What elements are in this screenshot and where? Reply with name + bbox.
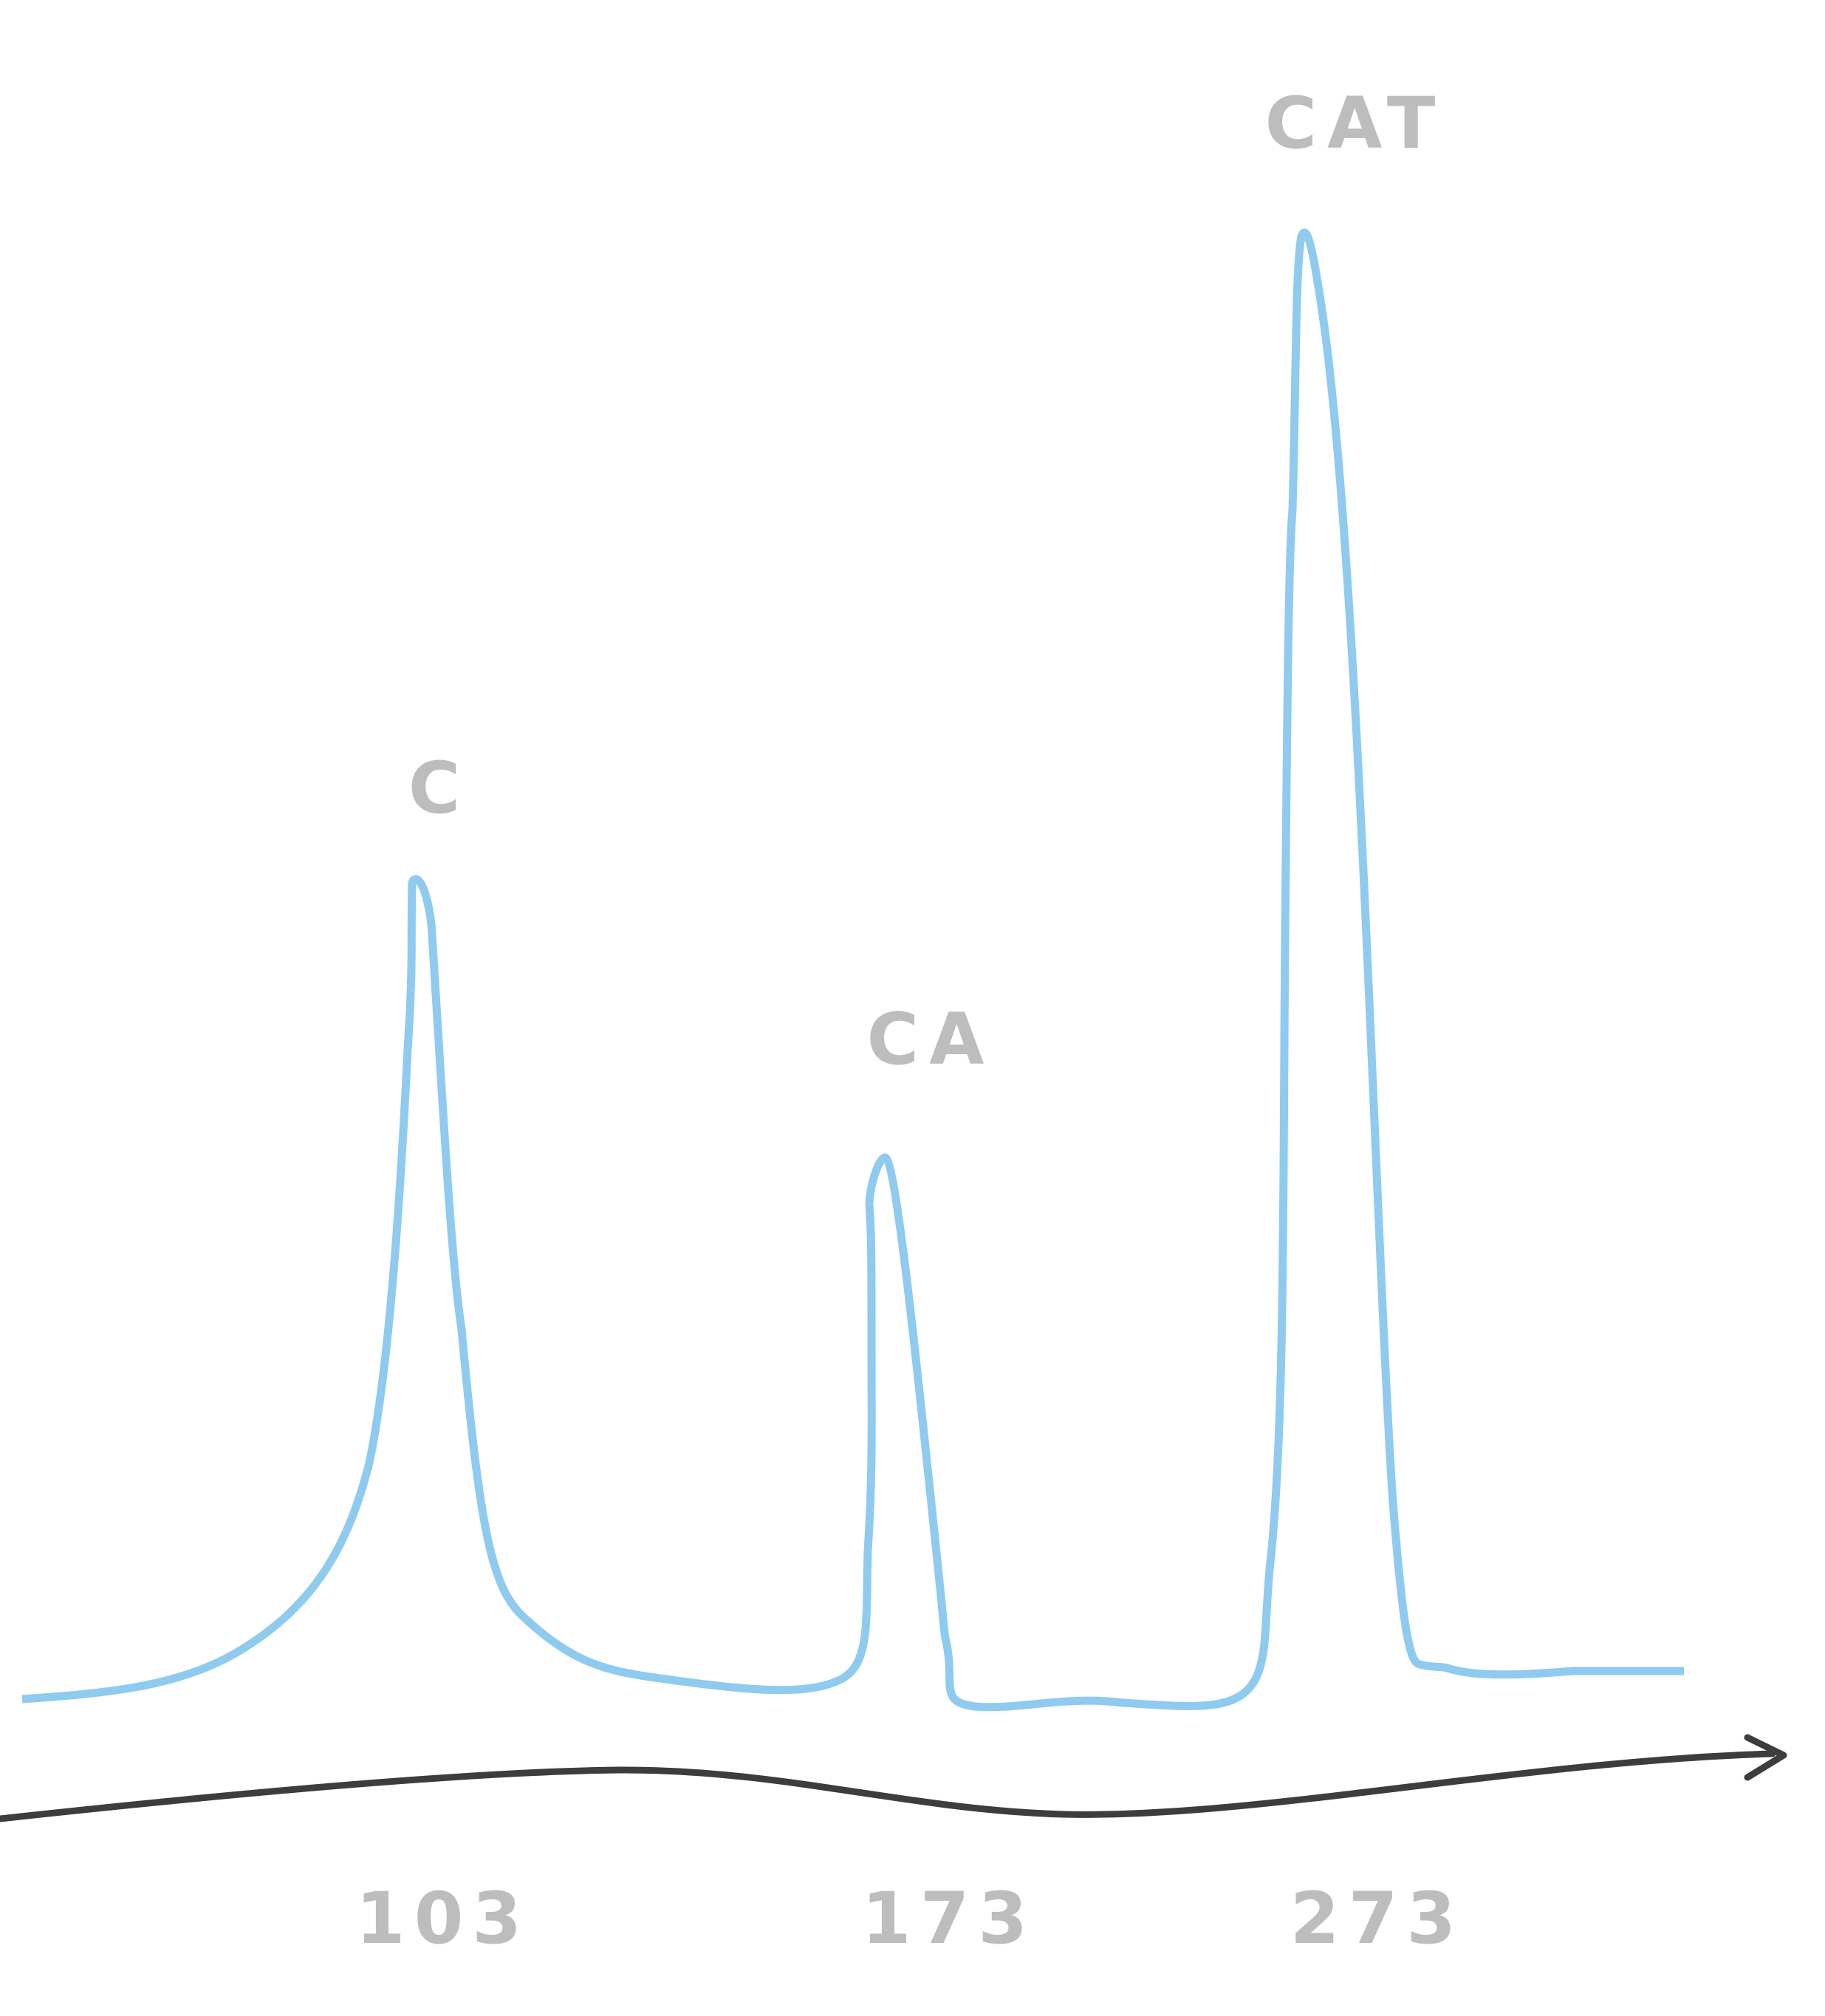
x-tick-label-173: 173 <box>862 1877 1036 1960</box>
signal-trace <box>21 228 1684 1712</box>
peak-label-ca: CA <box>867 998 995 1081</box>
peak-label-cat: CAT <box>1265 82 1446 165</box>
x-tick-label-103: 103 <box>356 1877 530 1960</box>
x-axis-arrowhead <box>1744 1734 1787 1781</box>
x-axis-line <box>0 1750 1776 1822</box>
x-tick-label-273: 273 <box>1290 1877 1465 1960</box>
peak-label-c: C <box>408 747 470 830</box>
